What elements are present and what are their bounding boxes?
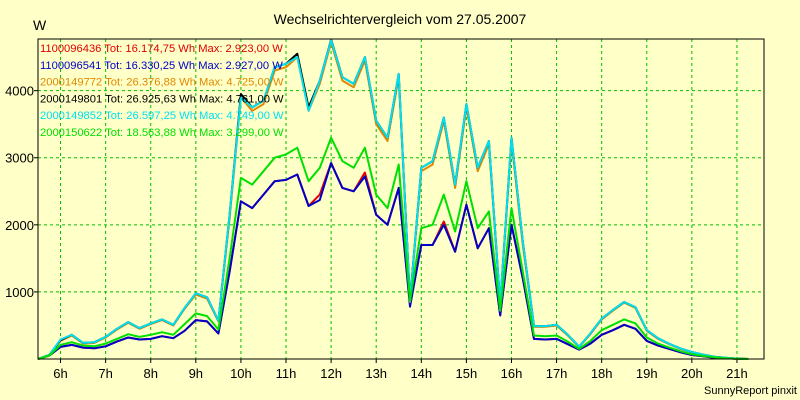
y-tick-label-3: 4000 <box>5 84 34 99</box>
x-tick-label-7: 13h <box>365 366 387 381</box>
axis-ticks: 6h 7h 8h 9h 10h 11h 12h 13h 14h 15h 16h 17h 18h 19h 20… <box>5 84 748 381</box>
x-tick-label-10: 16h <box>501 366 523 381</box>
x-tick-label-9: 15h <box>456 366 478 381</box>
y-axis-label: W <box>33 17 47 33</box>
plot-frame <box>37 38 765 360</box>
x-tick-label-2: 8h <box>143 366 157 381</box>
chart-title: Wechselrichtervergleich vom 27.05.2007 <box>274 11 527 27</box>
x-tick-label-13: 19h <box>636 366 658 381</box>
x-tick-label-14: 20h <box>681 366 703 381</box>
x-tick-label-5: 11h <box>276 366 297 381</box>
x-tick-label-3: 9h <box>189 366 203 381</box>
x-tick-label-11: 17h <box>546 366 568 381</box>
series-line-2000150622 <box>37 136 749 360</box>
series-line-1100096541 <box>37 162 749 360</box>
y-tick-label-0: 1000 <box>5 285 34 300</box>
legend-entry-2000150622: 2000150622 Tot: 18.563,88 Wh Max: 3.299,… <box>40 127 284 139</box>
x-tick-label-1: 7h <box>98 366 112 381</box>
footer-credit: SunnyReport pinxit <box>704 385 797 397</box>
legend-entry-2000149772: 2000149772 Tot: 26.376,88 Wh Max: 4.725,… <box>40 77 284 89</box>
series-line-2000149852 <box>37 39 749 360</box>
grid-lines <box>38 39 764 359</box>
legend-entry-2000149801: 2000149801 Tot: 26.925,63 Wh Max: 4.761,… <box>40 93 284 105</box>
x-tick-label-8: 14h <box>410 366 432 381</box>
x-tick-label-0: 6h <box>53 366 67 381</box>
y-tick-label-2: 3000 <box>5 151 34 166</box>
series-lines <box>37 38 749 360</box>
legend: 1100096436 Tot: 16.174,75 Wh Max: 2.923,… <box>40 43 284 139</box>
legend-entry-1100096436: 1100096436 Tot: 16.174,75 Wh Max: 2.923,… <box>40 43 283 55</box>
x-tick-label-4: 10h <box>230 366 252 381</box>
legend-entry-2000149852: 2000149852 Tot: 26.597,25 Wh Max: 4.749,… <box>40 110 284 122</box>
x-tick-label-15: 21h <box>726 366 748 381</box>
x-tick-label-12: 18h <box>591 366 613 381</box>
x-tick-label-6: 12h <box>320 366 342 381</box>
y-tick-label-1: 2000 <box>5 218 34 233</box>
legend-entry-1100096541: 1100096541 Tot: 16.330,25 Wh Max: 2.927,… <box>40 60 283 72</box>
